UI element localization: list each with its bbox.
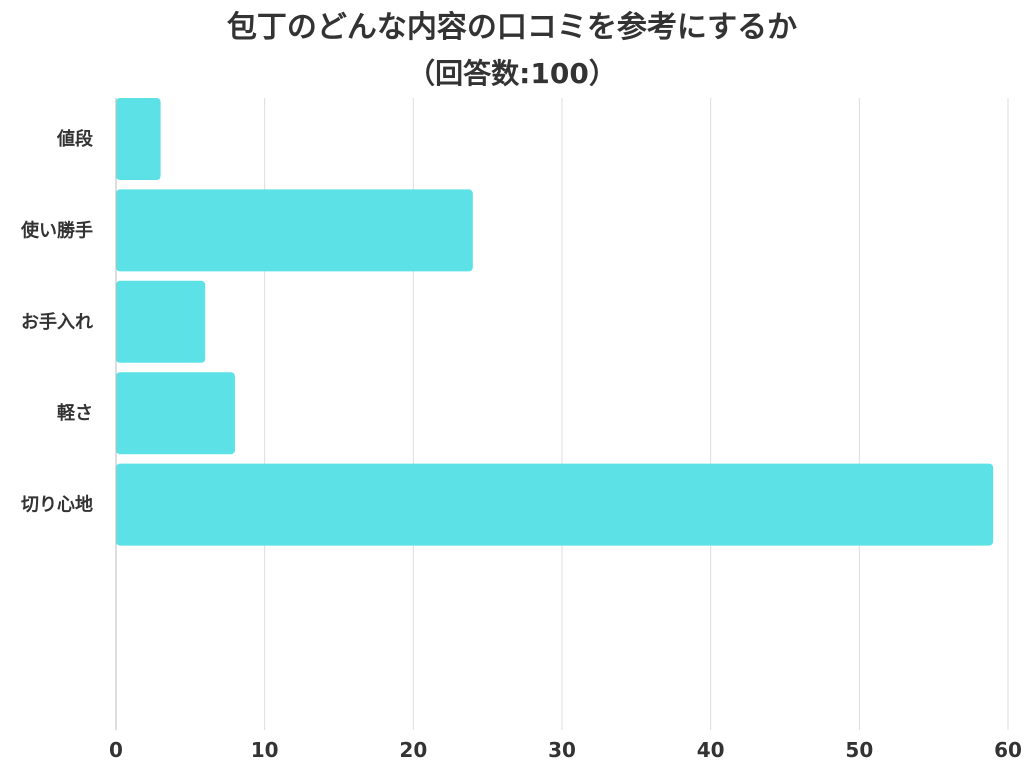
bars: [116, 98, 994, 546]
category-label: 軽さ: [57, 402, 93, 424]
x-tick-label: 60: [994, 738, 1022, 762]
chart-title: 包丁のどんな内容の口コミを参考にするか: [226, 10, 798, 45]
x-tick-label: 10: [251, 738, 279, 762]
x-tick-label: 50: [845, 738, 873, 762]
bar-4: [116, 372, 235, 455]
category-label: お手入れ: [21, 311, 93, 333]
x-tick-label: 20: [399, 738, 427, 762]
category-label: 値段: [56, 128, 94, 150]
x-tick-label: 30: [548, 738, 576, 762]
bar-1: [116, 98, 161, 180]
chart-subtitle: （回答数:100）: [407, 57, 617, 90]
x-tick-label: 0: [109, 738, 123, 762]
bar-3: [116, 280, 206, 363]
bar-2: [116, 189, 473, 272]
x-tick-label: 40: [697, 738, 725, 762]
category-label: 使い勝手: [20, 219, 93, 241]
category-label: 切り心地: [21, 494, 93, 516]
bar-5: [116, 463, 994, 546]
